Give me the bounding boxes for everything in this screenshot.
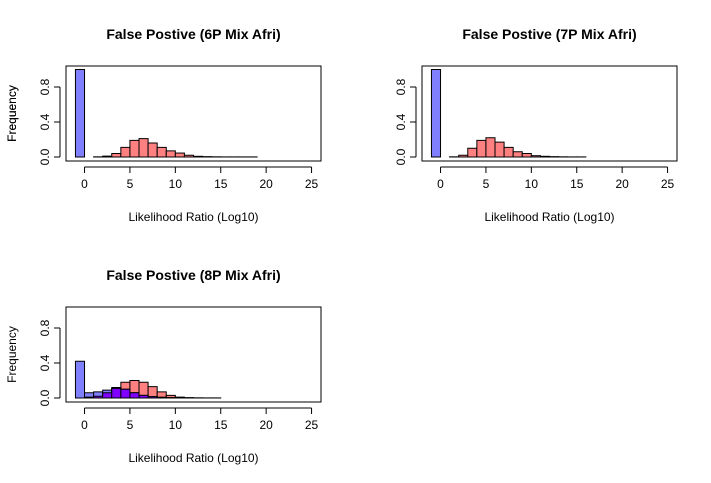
- histogram-panel-2: False Postive (7P Mix Afri) 0 5 10 15 20 25 0.0…: [5, 26, 678, 224]
- y-tick-label: 0.8: [394, 78, 408, 95]
- y-tick-label: 0.8: [38, 319, 52, 336]
- histogram-bar: [102, 392, 113, 399]
- histogram-bar: [165, 150, 176, 158]
- histogram-bar: [156, 146, 167, 158]
- x-tick-label: 5: [483, 177, 490, 191]
- y-axis-label: Frequency: [5, 85, 19, 142]
- histogram-bar: [84, 396, 95, 399]
- x-tick-label: 15: [570, 177, 584, 191]
- x-tick-label: 0: [437, 177, 444, 191]
- y-tick-label: 0.0: [38, 148, 52, 165]
- histogram-bar: [147, 396, 158, 399]
- x-tick-label: 10: [525, 177, 539, 191]
- histogram-bar: [111, 387, 122, 399]
- x-tick-label: 5: [127, 418, 134, 432]
- x-tick-label: 25: [305, 177, 319, 191]
- histogram-bar: [430, 69, 442, 158]
- y-tick-label: 0.4: [394, 113, 408, 130]
- histogram-bar: [93, 395, 104, 399]
- histogram-bar: [111, 153, 122, 158]
- x-tick-label: 10: [169, 418, 183, 432]
- chart-title: False Postive (7P Mix Afri): [462, 26, 636, 42]
- histogram-panel-3: False Postive (8P Mix Afri) 0 5 10 15 20 25 0.0…: [5, 267, 322, 465]
- y-axis-label: Frequency: [5, 326, 19, 383]
- histogram-bar: [494, 141, 505, 158]
- x-axis-label: Likelihood Ratio (Log10): [484, 210, 614, 224]
- y-tick-label: 0.0: [38, 389, 52, 406]
- plot-frame: [65, 306, 322, 403]
- histogram-bar: [530, 155, 541, 158]
- x-tick-label: 20: [615, 177, 629, 191]
- histogram-bar: [521, 153, 532, 158]
- chart-title: False Postive (6P Mix Afri): [106, 26, 280, 42]
- histogram-bar: [120, 146, 131, 158]
- histogram-panel-1: False Postive (6P Mix Afri) 0 5 10 15 20 25 0.0…: [5, 26, 322, 224]
- x-tick-label: 10: [169, 177, 183, 191]
- x-tick-label: 0: [81, 177, 88, 191]
- x-tick-label: 20: [259, 177, 273, 191]
- histogram-bar: [512, 151, 523, 158]
- histogram-bar: [102, 155, 113, 158]
- histogram-bar: [476, 139, 487, 158]
- histogram-bar: [147, 142, 158, 158]
- x-tick-label: 15: [214, 177, 228, 191]
- y-tick-label: 0.0: [394, 148, 408, 165]
- y-tick-label: 0.8: [38, 78, 52, 95]
- plot-frame: [65, 65, 322, 162]
- y-axis-label: Frequency: [5, 85, 19, 142]
- histogram-bar: [503, 146, 514, 158]
- x-tick-label: 0: [81, 418, 88, 432]
- histogram-bar: [193, 155, 204, 158]
- histogram-bar: [458, 154, 469, 158]
- histogram-bar: [467, 147, 478, 158]
- histogram-bar: [74, 360, 86, 399]
- histogram-bar: [539, 155, 551, 158]
- x-tick-label: 15: [214, 418, 228, 432]
- histogram-bar: [174, 152, 185, 158]
- histogram-bar: [183, 154, 195, 158]
- histogram-bar: [485, 137, 496, 158]
- histogram-bar: [129, 139, 140, 158]
- y-tick-label: 0.4: [38, 354, 52, 371]
- x-axis-label: Likelihood Ratio (Log10): [128, 451, 258, 465]
- histogram-bar: [129, 392, 140, 399]
- x-tick-label: 5: [127, 177, 134, 191]
- chart-title: False Postive (8P Mix Afri): [106, 267, 280, 283]
- x-tick-label: 25: [305, 418, 319, 432]
- x-axis-label: Likelihood Ratio (Log10): [128, 210, 258, 224]
- plot-frame: [421, 65, 678, 162]
- y-tick-label: 0.4: [38, 113, 52, 130]
- histogram-bar: [138, 394, 149, 399]
- histogram-bar: [138, 138, 149, 158]
- x-tick-label: 25: [661, 177, 675, 191]
- histogram-bar: [74, 69, 86, 158]
- x-tick-label: 20: [259, 418, 273, 432]
- histogram-bar: [156, 396, 167, 399]
- histogram-bar: [120, 388, 131, 399]
